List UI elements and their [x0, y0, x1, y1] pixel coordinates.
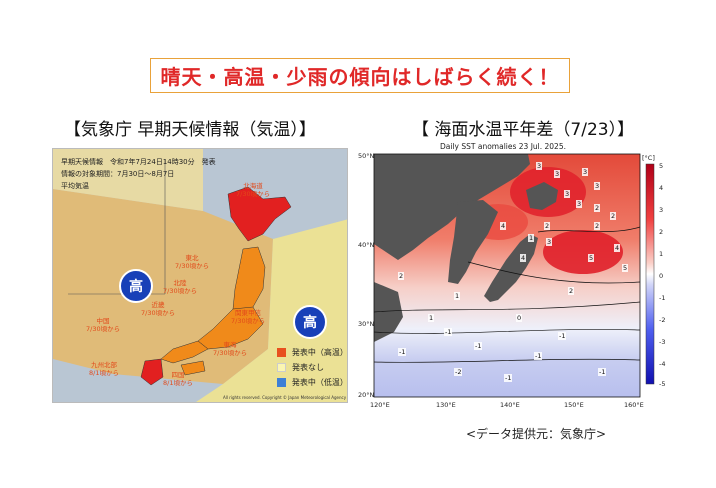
- sst-map-graphic: [373, 153, 655, 398]
- colorbar-tick: -2: [659, 316, 666, 324]
- contour-label: -1: [558, 332, 567, 340]
- lon-tick: 140°E: [500, 401, 520, 409]
- copyright-text: All rights reserved. Copyright © Japan M…: [223, 395, 347, 400]
- contour-label: 1: [528, 234, 535, 242]
- early-weather-map: 早期天候情報 令和7年7月24日14時30分 発表 情報の対象期間：7月30日～…: [52, 148, 348, 403]
- lat-tick: 40°N: [358, 241, 375, 249]
- contour-label: 3: [582, 168, 589, 176]
- sst-anomaly-map: Daily SST anomalies 23 Jul. 2025.: [358, 142, 676, 412]
- contour-label: -1: [398, 348, 407, 356]
- contour-label: 1: [428, 314, 435, 322]
- contour-label: 1: [454, 292, 461, 300]
- contour-label: 2: [610, 212, 617, 220]
- lat-tick: 50°N: [358, 152, 375, 160]
- contour-label: 4: [614, 244, 621, 252]
- contour-label: -1: [474, 342, 483, 350]
- contour-label: 3: [546, 238, 553, 246]
- legend-item-low: 発表中（低温）: [277, 375, 347, 390]
- contour-label: 2: [594, 222, 601, 230]
- region-tokai: 東海 7/30頃から: [213, 341, 248, 357]
- left-heading: 【気象庁 早期天候情報（気温）】: [64, 120, 316, 140]
- contour-label: 0: [516, 314, 523, 322]
- sst-map-title: Daily SST anomalies 23 Jul. 2025.: [440, 142, 566, 151]
- issue-line: 早期天候情報 令和7年7月24日14時30分 発表: [61, 158, 216, 166]
- right-heading: 【 海面水温平年差（7/23）】: [412, 120, 635, 140]
- period-line: 情報の対象期間：7月30日～8月7日: [61, 170, 175, 178]
- contour-label: 2: [594, 204, 601, 212]
- region-hokkaido: 北海道 7/30頃から: [236, 182, 271, 198]
- contour-label: 3: [594, 182, 601, 190]
- region-tohoku: 東北 7/30頃から: [175, 254, 210, 270]
- colorbar-tick: -3: [659, 338, 666, 346]
- map-legend: 発表中（高温） 発表なし 発表中（低温）: [277, 345, 347, 390]
- colorbar-tick: 0: [659, 272, 664, 280]
- high-pressure-marker-east: 高: [293, 305, 327, 339]
- contour-label: 5: [588, 254, 595, 262]
- headline-banner: 晴天・高温・少雨の傾向はしばらく続く！: [150, 58, 570, 93]
- contour-label: 3: [554, 170, 561, 178]
- lat-tick: 20°N: [358, 391, 375, 399]
- contour-label: -1: [444, 328, 453, 336]
- contour-label: 3: [536, 162, 543, 170]
- element-line: 平均気温: [61, 182, 89, 190]
- colorbar-tick: -4: [659, 360, 666, 368]
- lon-tick: 130°E: [436, 401, 456, 409]
- colorbar-tick: 4: [659, 184, 664, 192]
- data-source-credit: <データ提供元：気象庁>: [466, 427, 607, 441]
- contour-label: -1: [534, 352, 543, 360]
- region-chugoku: 中国 7/30頃から: [86, 317, 121, 333]
- region-kyushu-north: 九州北部 8/1頃から: [89, 361, 119, 377]
- colorbar-unit: [°C]: [642, 154, 655, 162]
- colorbar-tick: 1: [659, 250, 664, 258]
- region-hokuriku: 北陸 7/30頃から: [163, 279, 198, 295]
- contour-label: 3: [576, 200, 583, 208]
- contour-label: 3: [564, 190, 571, 198]
- colorbar-tick: -5: [659, 380, 666, 388]
- high-pressure-marker: 高: [119, 269, 153, 303]
- lat-tick: 30°N: [358, 320, 375, 328]
- region-kinki: 近畿 7/30頃から: [141, 301, 176, 317]
- colorbar-tick: 2: [659, 228, 664, 236]
- colorbar-tick: -1: [659, 294, 666, 302]
- lon-tick: 160°E: [624, 401, 644, 409]
- map-background: [53, 149, 347, 402]
- contour-label: 2: [398, 272, 405, 280]
- colorbar-tick: 5: [659, 162, 664, 170]
- lon-tick: 120°E: [370, 401, 390, 409]
- contour-label: 2: [544, 222, 551, 230]
- contour-label: -1: [598, 368, 607, 376]
- contour-label: -2: [454, 368, 463, 376]
- contour-label: 5: [622, 264, 629, 272]
- region-shikoku: 四国 8/1頃から: [163, 371, 193, 387]
- legend-item-high: 発表中（高温）: [277, 345, 347, 360]
- contour-label: 4: [520, 254, 527, 262]
- region-kanto-koshin: 関東甲信 7/30頃から: [231, 309, 266, 325]
- colorbar-tick: 3: [659, 206, 664, 214]
- legend-item-none: 発表なし: [277, 360, 347, 375]
- lon-tick: 150°E: [564, 401, 584, 409]
- contour-label: 2: [568, 287, 575, 295]
- contour-label: 4: [500, 222, 507, 230]
- contour-label: -1: [504, 374, 513, 382]
